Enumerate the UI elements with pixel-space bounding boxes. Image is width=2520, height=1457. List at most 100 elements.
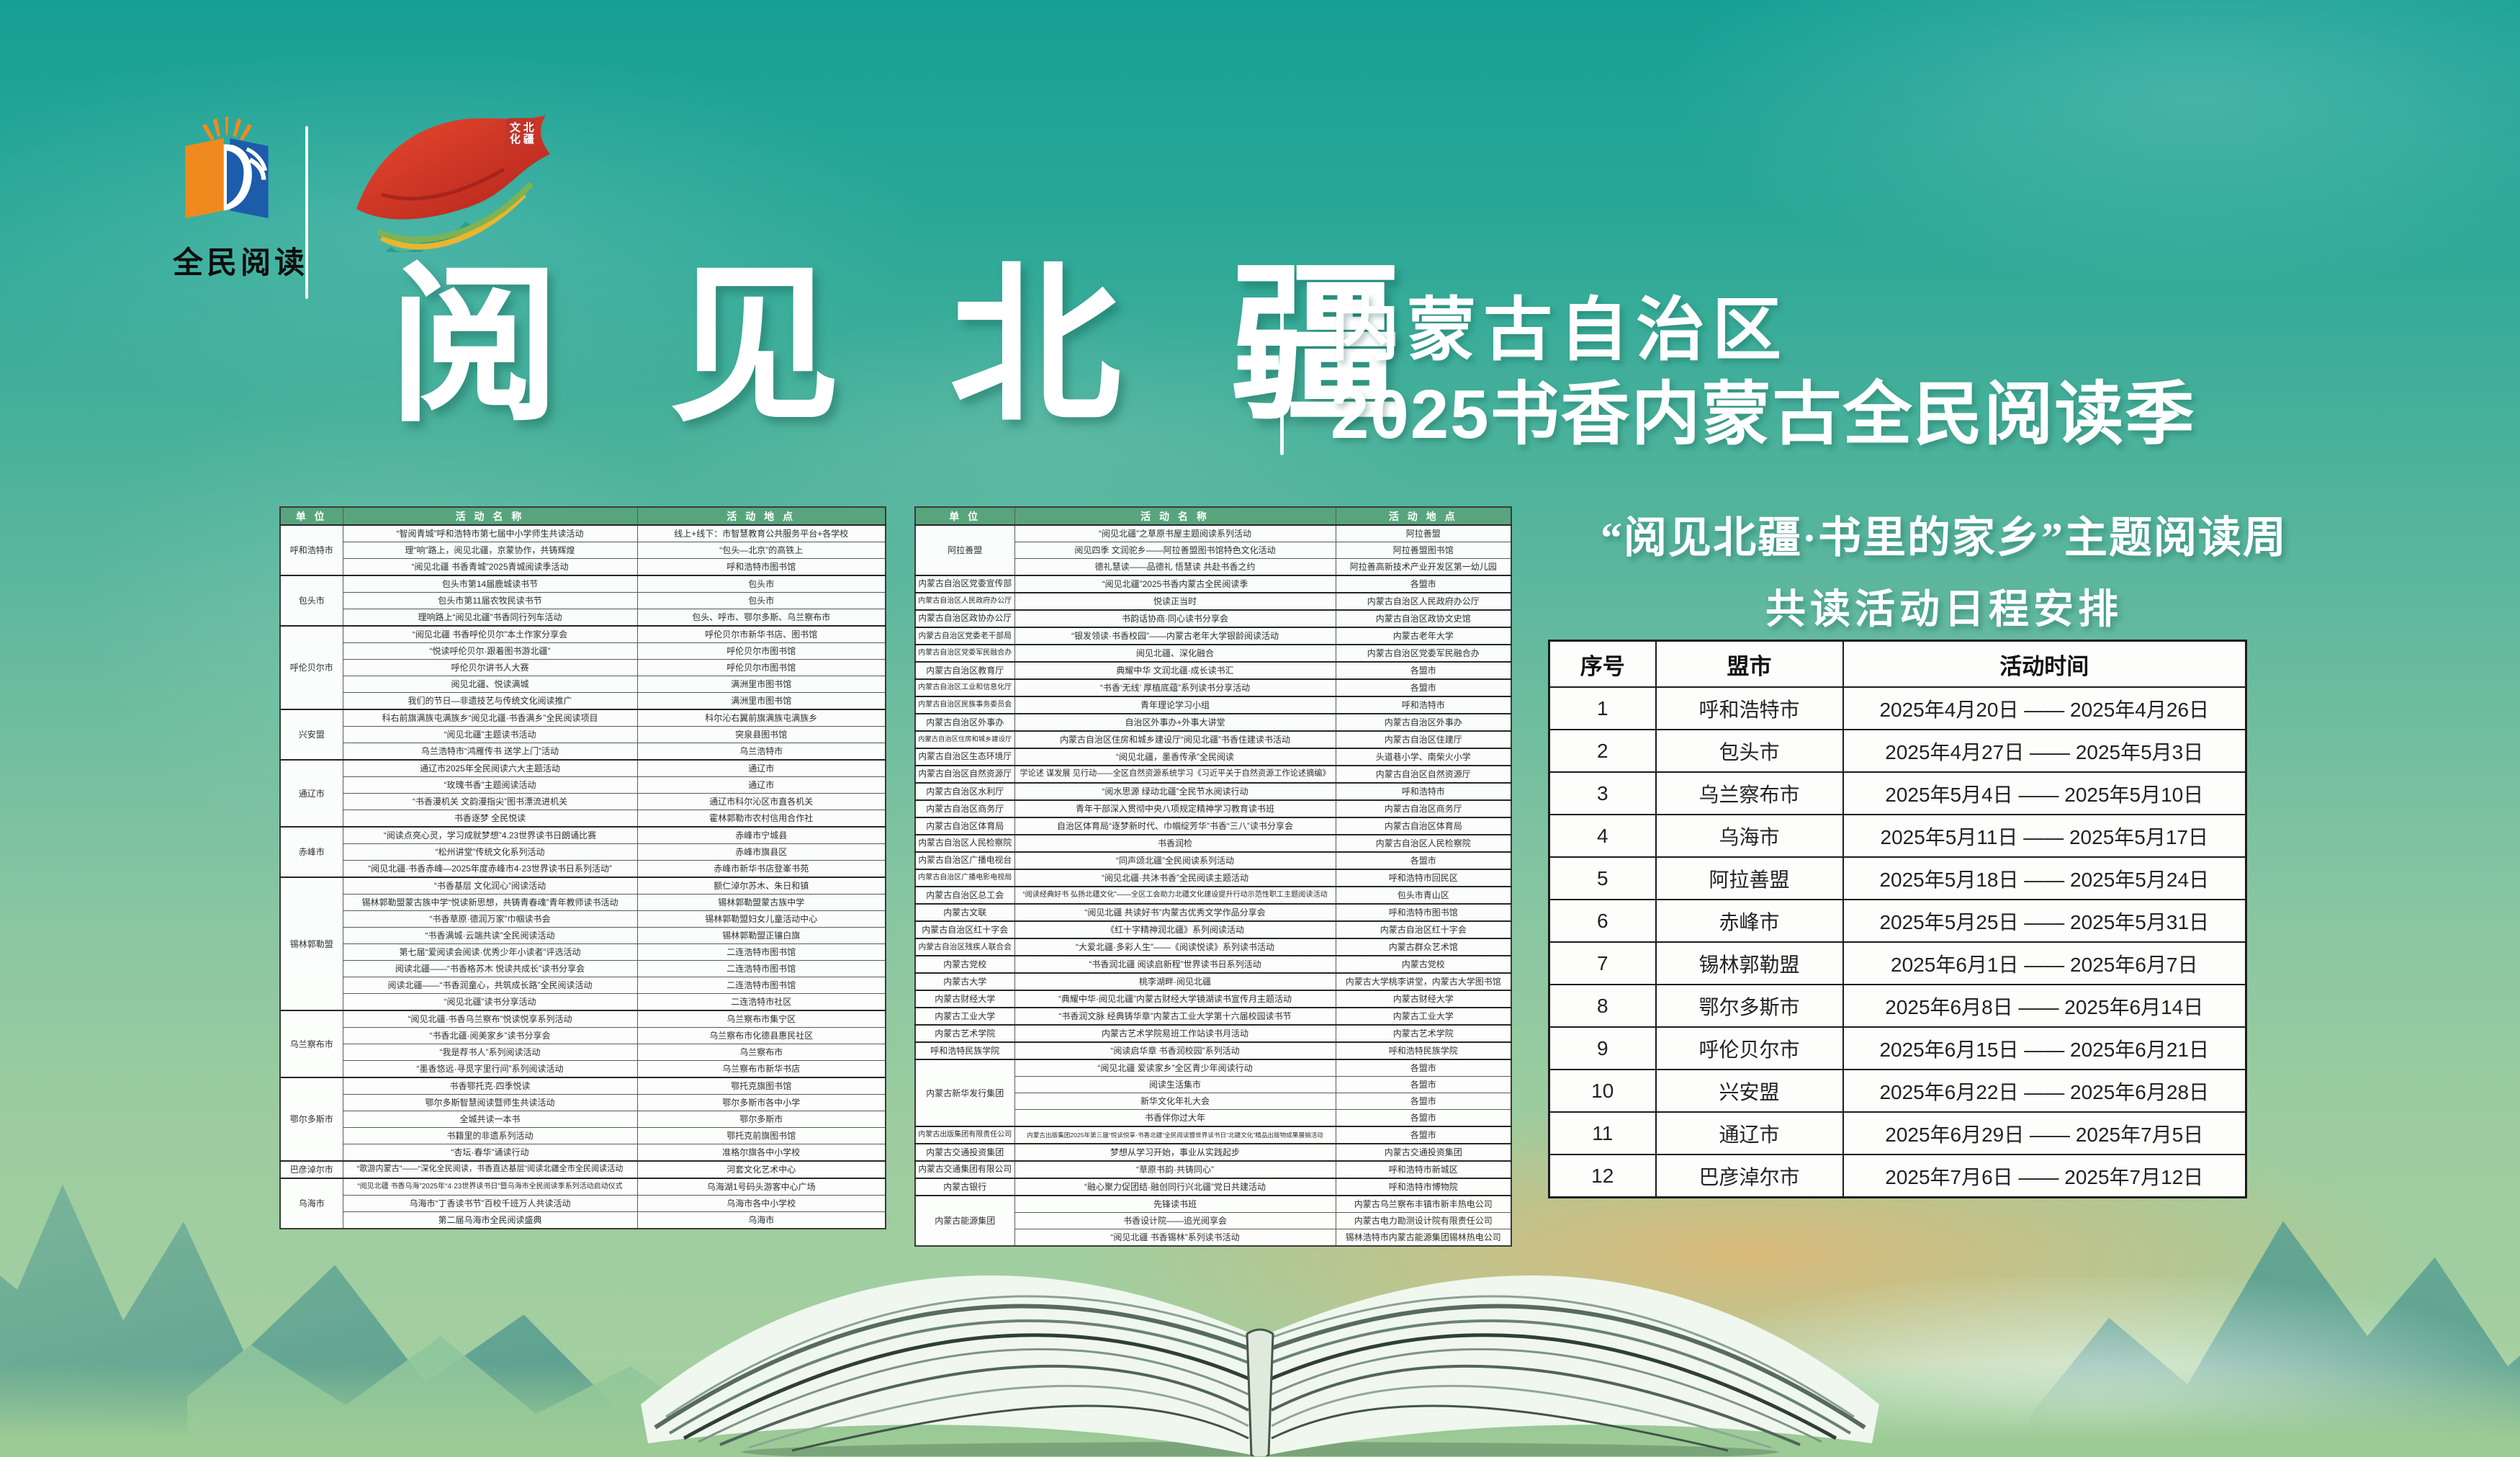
schedule-city-cell: 锡林郭勒盟 — [1655, 941, 1844, 985]
activity-location-cell: 额仁淖尔苏木、朱日和镇 — [636, 877, 886, 895]
table-row: 内蒙古交通集团有限公司 “草原书韵·共铸同心” 呼和浩特市新城区 — [914, 1160, 1512, 1179]
schedule-city-cell: 兴安盟 — [1655, 1069, 1844, 1113]
activity-location-cell: 呼和浩特市新城区 — [1335, 1160, 1512, 1179]
activity-location-cell: 乌海市各中小学校 — [636, 1195, 886, 1212]
unit-cell: 鄂尔多斯市 — [279, 1077, 343, 1162]
unit-cell: 内蒙古自治区外事办 — [914, 713, 1015, 732]
unit-cell: 乌海市 — [279, 1178, 343, 1229]
column-header: 单 位 — [279, 506, 343, 526]
unit-cell: 内蒙古能源集团 — [914, 1195, 1015, 1247]
table-row: 理响路上“阅见北疆”书香同行列车活动 包头、呼市、鄂尔多斯、乌兰察布市 — [280, 609, 886, 627]
schedule-row: 8 鄂尔多斯市 2025年6月8日 —— 2025年6月14日 — [1548, 984, 2247, 1028]
activity-location-cell: 呼伦贝尔市新华书店、图书馆 — [636, 625, 886, 643]
activity-name-cell: 《红十字精神润北疆》系列阅读活动 — [1014, 920, 1336, 939]
table-row: “书香满城·云端共读”全民阅读活动 锡林郭勒盟正镶白旗 — [280, 927, 886, 944]
activity-location-cell: 各盟市 — [1335, 1109, 1512, 1127]
table-row: 内蒙古自治区党委老干部局 “银发领读·书香校园”——内蒙古老年大学银龄阅读活动 内蒙… — [914, 627, 1512, 645]
table-row: 内蒙古工业大学 “书香润文脉 经典铸华章”内蒙古工业大学第十六届校园读书节 内蒙古工… — [914, 1007, 1512, 1026]
activity-location-cell: 乌海市 — [636, 1211, 886, 1229]
region-line: 内蒙古自治区 — [1331, 292, 1788, 369]
activity-location-cell: 锡林郭勒盟妇女儿童活动中心 — [636, 910, 886, 928]
table-row: 内蒙古银行 “融心聚力促团结·融创同行兴北疆”党日共建活动 呼和浩特市博物院 — [914, 1178, 1512, 1196]
table-row: 乌兰察布市 “阅见北疆·书香乌兰察布”悦读悦享系列活动 乌兰察布市集宁区 — [279, 1010, 886, 1078]
schedule-time-cell: 2025年5月25日 —— 2025年5月31日 — [1842, 899, 2247, 943]
activity-location-cell: 满洲里市图书馆 — [636, 676, 886, 693]
reading-week-schedule-table: 序号 盟市 活动时间 1 呼和浩特市 2025年4月20日 —— 2025年4月26日 2 包… — [1548, 640, 2247, 1198]
activity-name-cell: 阅见北疆、深化融合 — [1014, 644, 1336, 663]
activity-name-cell: “书香北疆·阅美家乡”读书分享会 — [342, 1027, 638, 1044]
activity-location-cell: 赤峰市宁城县 — [636, 826, 886, 844]
activity-location-cell: 通辽市科尔沁区市直各机关 — [636, 793, 886, 810]
activity-name-cell: “智阅青城”呼和浩特市第七届中小学师生共读活动 — [342, 524, 638, 542]
schedule-row: 1 呼和浩特市 2025年4月20日 —— 2025年4月26日 — [1548, 686, 2247, 730]
activity-name-cell: “书香润文脉 经典铸华章”内蒙古工业大学第十六届校园读书节 — [1014, 1007, 1336, 1026]
activity-name-cell: 阅读生活集市 — [1014, 1076, 1336, 1093]
unit-cell: 内蒙古自治区总工会 — [914, 886, 1015, 905]
activity-name-cell: 锡林郭勒盟蒙古族中学“悦读新思想，共铸青春魂”青年教师读书活动 — [342, 894, 638, 911]
activity-location-cell: 各盟市 — [1335, 678, 1512, 697]
activity-location-cell: 内蒙古党校 — [1335, 955, 1512, 974]
unit-cell: 内蒙古自治区体育局 — [914, 817, 1015, 835]
schedule-no-cell: 8 — [1548, 984, 1657, 1028]
schedule-column-header: 盟市 — [1655, 640, 1844, 688]
activity-name-cell: 自治区体育局“逐梦新时代、巾帼绽芳华”书香“三八”读书分享会 — [1014, 817, 1336, 835]
schedule-no-cell: 3 — [1548, 771, 1657, 815]
schedule-no-cell: 9 — [1548, 1026, 1657, 1070]
activity-location-cell: 锡林浩特市内蒙古能源集团锡林热电公司 — [1335, 1229, 1512, 1247]
activity-name-cell: 青年理论学习小组 — [1014, 696, 1336, 714]
activity-location-cell: 包头市 — [636, 592, 886, 609]
activity-name-cell: 桃李湖畔·阅见北疆 — [1014, 972, 1336, 991]
schedule-no-cell: 5 — [1548, 856, 1657, 900]
table-row: 内蒙古自治区住房和城乡建设厅 内蒙古自治区住房和城乡建设厅“阅见北疆”书香住建读书… — [914, 730, 1512, 749]
table-row: 内蒙古自治区党委宣传部 “阅见北疆”2025书香内蒙古全民阅读季 各盟市 — [914, 575, 1512, 593]
activity-location-cell: 头道巷小学、南柴火小学 — [1335, 748, 1512, 766]
table-row: 内蒙古自治区人民检察院 书香润检 内蒙古自治区人民检察院 — [914, 834, 1512, 853]
activity-location-cell: 呼和浩特市回民区 — [1335, 869, 1512, 887]
main-title: 阅 见 北 疆 — [389, 253, 1435, 442]
activity-name-cell: 典耀中华 文润北疆·成长读书汇 — [1014, 661, 1336, 680]
schedule-time-cell: 2025年4月27日 —— 2025年5月3日 — [1842, 729, 2247, 773]
schedule-time-cell: 2025年7月6日 —— 2025年7月12日 — [1842, 1154, 2247, 1198]
activity-location-cell: 乌兰浩特市 — [636, 743, 886, 761]
unit-cell: 乌兰察布市 — [279, 1010, 343, 1078]
table-row: 兴安盟 科右前旗满族屯满族乡“阅见北疆·书香满乡”全民阅读项目 科尔沁右翼前旗满族屯… — [279, 709, 886, 761]
unit-cell: 包头市 — [279, 575, 343, 627]
schedule-title-line2: 共读活动日程安排 — [1765, 588, 2123, 632]
activity-location-cell: 内蒙古财经大学 — [1335, 990, 1512, 1008]
activity-name-cell: 悦读正当时 — [1014, 592, 1336, 611]
activity-location-cell: 乌兰察布市化德县惠民社区 — [636, 1027, 886, 1044]
activity-name-cell: “阅见北疆”主题读书活动 — [342, 726, 638, 743]
table-row: 全城共读一本书 鄂尔多斯市 — [280, 1111, 886, 1128]
north-frontier-culture-flag-logo: 北疆文化 — [338, 108, 554, 259]
table-row: 鄂尔多斯市 书香鄂托克·四季悦读 鄂托克旗图书馆 — [279, 1077, 886, 1162]
activity-location-cell: 各盟市 — [1335, 851, 1512, 870]
activity-name-cell: “书香润北疆 阅读启新程”世界读书日系列活动 — [1014, 955, 1336, 974]
table-row: 阅读北疆——“书香润童心，共筑成长路”全民阅读活动 二连浩特市图书馆 — [280, 977, 886, 994]
column-header: 活 动 地 点 — [636, 506, 886, 526]
table-row: 新华文化年礼大会 各盟市 — [915, 1093, 1512, 1110]
schedule-city-cell: 呼伦贝尔市 — [1655, 1026, 1844, 1070]
activity-location-cell: 内蒙古艺术学院 — [1335, 1024, 1512, 1043]
activity-location-cell: 各盟市 — [1335, 575, 1512, 593]
activity-name-cell: 第七届“爱阅读会阅读·优秀少年小读者”评选活动 — [342, 943, 638, 961]
activity-name-cell: “阅见北疆，墨香传承”全民阅读 — [1014, 748, 1336, 766]
schedule-city-cell: 呼和浩特市 — [1655, 686, 1844, 730]
table-row: 内蒙古自治区外事办 自治区外事办+外事大讲堂 内蒙古自治区外事办 — [914, 713, 1512, 732]
activity-name-cell: 内蒙古出版集团2025年第三届“悦读悦享·书香北疆”全民阅读暨世界读书日“北疆文… — [1014, 1126, 1336, 1144]
schedule-title-line1: “阅见北疆·书里的家乡”主题阅读周 — [1600, 514, 2287, 562]
activity-location-cell: 乌海湖1号码头游客中心广场 — [636, 1178, 886, 1196]
activity-name-cell: 书香伴你过大年 — [1014, 1109, 1336, 1127]
schedule-time-cell: 2025年6月29日 —— 2025年7月5日 — [1842, 1111, 2247, 1155]
activity-location-cell: “包头—北京”的高铁上 — [636, 542, 886, 559]
activity-location-cell: 包头、呼市、鄂尔多斯、乌兰察布市 — [636, 609, 886, 627]
table-row: 内蒙古自治区工业和信息化厅 “书香‘无线’ 厚植底蕴”系列读书分享活动 各盟市 — [914, 678, 1512, 697]
table-row: “玫瑰书香”主题阅读活动 通辽市 — [280, 776, 886, 794]
unit-cell: 内蒙古银行 — [914, 1178, 1015, 1196]
schedule-column-header: 活动时间 — [1842, 640, 2247, 688]
schedule-title: “阅见北疆·书里的家乡”主题阅读周 共读活动日程安排 — [1526, 503, 2362, 635]
activity-name-cell: “阅见北疆·书香赤峰—2025年度赤峰市4·23世界读书日系列活动” — [342, 860, 638, 878]
activity-name-cell: 书香设计院——追光阅享会 — [1014, 1212, 1336, 1229]
activity-name-cell: “阅见北疆 书香青城”2025青城阅读季活动 — [342, 558, 638, 576]
unit-cell: 赤峰市 — [279, 826, 343, 878]
activity-name-cell: 阅见北疆、悦读满城 — [342, 676, 638, 693]
